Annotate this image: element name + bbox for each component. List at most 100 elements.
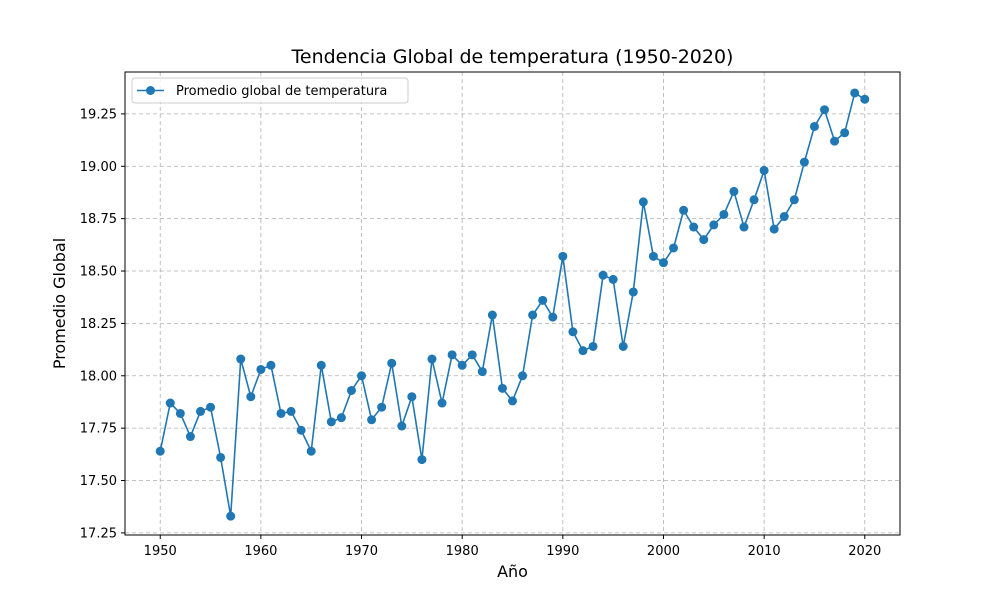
y-axis-label: Promedio Global [50,238,69,369]
data-point [638,197,648,207]
data-point [256,364,266,374]
data-point [518,371,528,381]
data-point [336,413,346,423]
data-point [487,310,497,320]
series-group [155,88,870,521]
data-point [477,367,487,377]
data-point [719,209,729,219]
x-axis-label: Año [497,562,528,581]
data-point [789,195,799,205]
data-point [648,251,658,261]
data-point [508,396,517,406]
data-point [739,222,749,232]
x-tick-label: 1980 [446,544,479,559]
data-point [346,385,356,395]
y-tick-label: 18.75 [80,212,117,227]
data-point [357,371,367,381]
chart-title: Tendencia Global de temperatura (1950-20… [291,46,734,68]
data-point [427,354,437,364]
data-point [779,212,789,222]
data-point [306,446,316,456]
data-point [679,205,689,215]
data-point [437,398,447,408]
data-point [759,165,769,175]
x-tick-label: 1990 [546,544,579,559]
data-point [598,270,608,280]
legend-entry-label: Promedio global de temperatura [176,84,387,99]
x-tick-label: 2010 [748,544,781,559]
data-point [588,341,598,351]
data-point [387,358,397,368]
plot-area [124,71,901,536]
data-point [206,402,216,412]
y-tick-label: 17.50 [80,474,117,489]
legend-box [131,77,409,104]
data-point [709,220,719,230]
data-point [467,350,477,360]
data-point [457,360,467,370]
data-point [558,251,568,261]
data-point [175,408,185,418]
x-tick-label: 1970 [345,544,378,559]
data-point [769,224,779,234]
y-tick-label: 17.75 [80,422,117,437]
y-axis: 17.25 17.50 17.75 18.00 18.25 18.50 18.75 19.00… [80,107,125,541]
data-point [185,432,195,442]
data-point [165,398,175,408]
data-point [830,136,840,146]
data-point [809,121,819,131]
data-point [216,452,226,462]
y-tick-label: 19.25 [80,107,117,122]
legend-point-marker [146,86,155,95]
data-point [195,406,205,416]
x-tick-label: 2000 [647,544,680,559]
data-point [497,383,507,393]
y-tick-label: 18.25 [80,317,117,332]
data-point [377,402,387,412]
data-point [286,406,296,416]
data-point [669,243,679,253]
data-point [367,415,377,425]
data-point [316,360,326,370]
data-point [618,341,628,351]
data-point [860,94,870,104]
data-point [658,258,668,268]
y-tick-label: 18.00 [80,369,117,384]
data-point [447,350,457,360]
data-point [397,421,407,431]
x-tick-label: 1950 [144,544,177,559]
data-point [407,392,417,402]
data-point [226,511,236,521]
data-point [266,360,276,370]
data-point [850,88,860,98]
y-tick-label: 18.50 [80,265,117,280]
data-point [417,455,427,465]
data-point [568,327,578,337]
data-point [628,287,638,297]
data-point [820,105,830,115]
data-point [528,310,538,320]
data-point [729,186,739,196]
data-point [276,408,286,418]
x-tick-label: 2020 [848,544,881,559]
data-point [326,417,336,427]
data-point [840,128,850,138]
data-point [246,392,256,402]
legend: Promedio global de temperatura [131,77,409,104]
data-point [799,157,809,167]
data-point [548,312,558,322]
data-point [689,222,699,232]
x-tick-label: 1960 [244,544,277,559]
data-point [155,446,165,456]
data-point [699,235,709,245]
y-tick-label: 19.00 [80,160,117,175]
data-point [538,295,548,305]
data-point [749,195,759,205]
data-point [608,274,618,284]
grid [125,72,900,535]
x-axis: 1950 1960 1970 1980 1990 2000 2010 2020 [144,535,881,559]
data-point [578,346,588,356]
y-tick-label: 17.25 [80,526,117,541]
data-point [236,354,246,364]
